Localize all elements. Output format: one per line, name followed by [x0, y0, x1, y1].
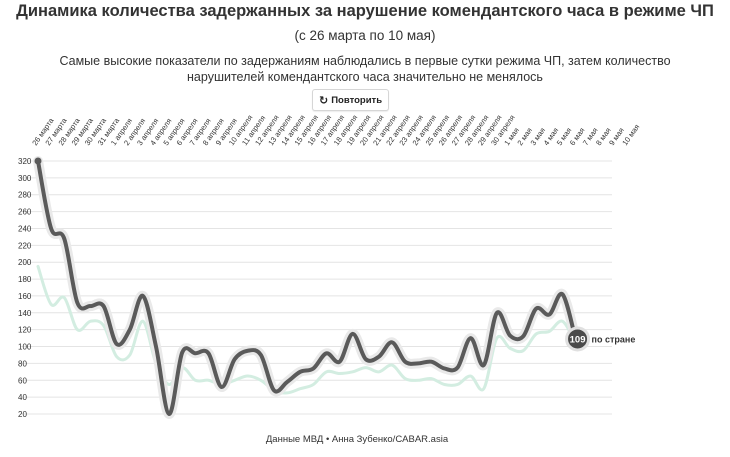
chart-subtitle: (с 26 марта по 10 мая) — [294, 28, 436, 43]
y-tick-label: 80 — [18, 359, 27, 368]
y-tick-label: 180 — [18, 275, 32, 284]
y-tick-label: 100 — [18, 343, 32, 352]
end-series-name: по стране — [592, 334, 636, 344]
y-tick-label: 280 — [18, 191, 32, 200]
chart-title: Динамика количества задержанных за наруш… — [16, 2, 714, 20]
y-tick-label: 40 — [18, 393, 27, 402]
start-point — [34, 157, 42, 165]
y-tick-label: 60 — [18, 376, 27, 385]
chart-description: Самые высокие показатели по задержаниям … — [59, 54, 671, 84]
y-tick-label: 160 — [18, 292, 32, 301]
y-tick-label: 120 — [18, 326, 32, 335]
grid-lines — [20, 160, 612, 415]
replay-button[interactable]: ↻ Повторить — [312, 89, 390, 111]
y-tick-label: 260 — [18, 208, 32, 217]
y-axis-ticks: 20 40 60 80 100 120 140 160 180 200 220 240 260 280 30… — [18, 157, 32, 419]
x-tick-label: 10 мая — [620, 122, 641, 147]
end-value-label: 109 — [570, 334, 586, 345]
y-tick-label: 140 — [18, 309, 32, 318]
replay-icon: ↻ — [319, 94, 329, 107]
series-group — [33, 156, 581, 420]
source-credit: Данные МВД • Анна Зубенко/CABAR.asia — [265, 434, 449, 445]
y-tick-label: 220 — [18, 241, 32, 250]
end-value-badge — [565, 326, 591, 352]
end-label: 109 по стране — [565, 326, 636, 352]
y-tick-label: 320 — [18, 157, 32, 166]
series-line-main — [36, 159, 578, 417]
y-tick-label: 240 — [18, 224, 32, 233]
series-line-secondary — [36, 264, 578, 395]
y-tick-label: 200 — [18, 258, 32, 267]
series-line-halo — [33, 156, 581, 420]
replay-label: Повторить — [331, 94, 383, 106]
y-tick-label: 300 — [18, 174, 32, 183]
y-tick-label: 20 — [18, 410, 27, 419]
